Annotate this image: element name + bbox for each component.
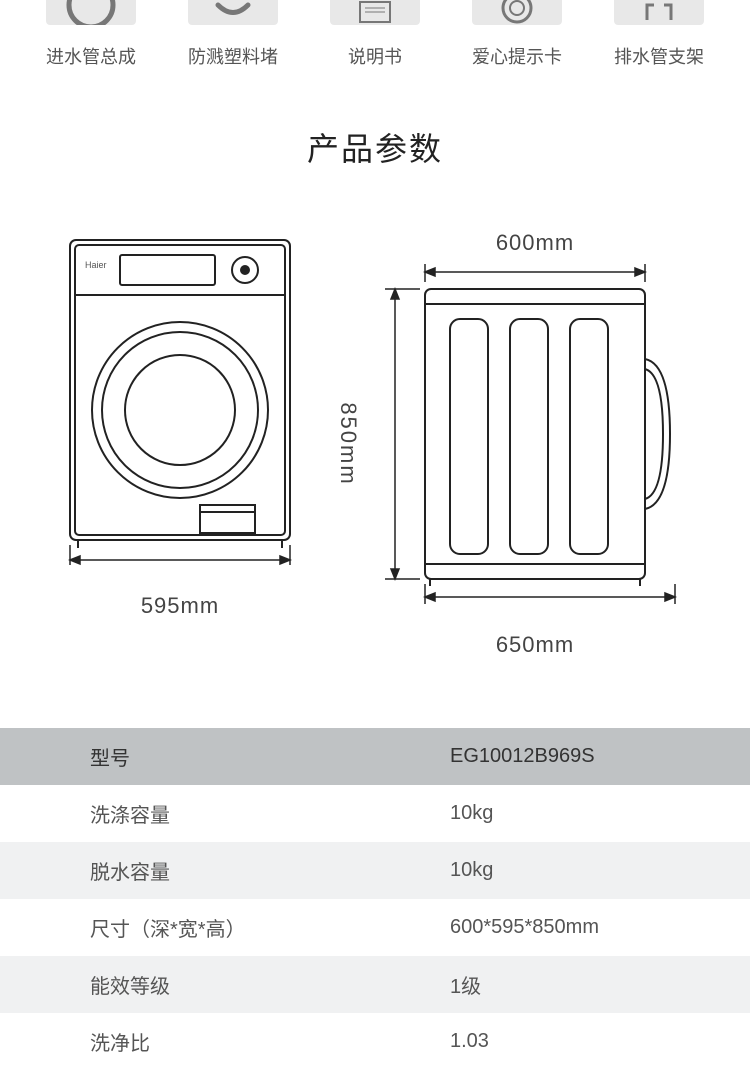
dim-front-width: 595mm — [50, 593, 310, 619]
accessory-label: 排水管支架 — [614, 43, 704, 69]
spec-value: 1级 — [360, 956, 750, 1013]
dim-depth-bottom: 650mm — [370, 632, 700, 658]
spec-row: 洗净比1.03 — [0, 1013, 750, 1070]
spec-label: 型号 — [0, 728, 360, 785]
spec-row: 脱水容量10kg — [0, 842, 750, 899]
accessory-label: 说明书 — [348, 43, 402, 69]
side-view-diagram: 850mm 600mm — [370, 230, 700, 658]
spec-value: 10kg — [360, 842, 750, 899]
spec-value: EG10012B969S — [360, 728, 750, 785]
spec-value: 10kg — [360, 785, 750, 842]
dim-height: 850mm — [335, 402, 361, 485]
accessory-icon — [46, 0, 136, 25]
spec-row: 能效等级1级 — [0, 956, 750, 1013]
accessories-row: 进水管总成 防溅塑料堵 说明书 爱心提示卡 排水管支架 — [0, 0, 750, 99]
spec-value: 1.03 — [360, 1013, 750, 1070]
spec-value: 600*595*850mm — [360, 899, 750, 956]
spec-row: 型号EG10012B969S — [0, 728, 750, 785]
spec-table: 型号EG10012B969S洗涤容量10kg脱水容量10kg尺寸（深*宽*高）6… — [0, 728, 750, 1070]
accessory-label: 进水管总成 — [46, 43, 136, 69]
accessory-icon — [188, 0, 278, 25]
accessory-icon — [330, 0, 420, 25]
accessory-label: 爱心提示卡 — [472, 43, 562, 69]
accessory-item: 排水管支架 — [599, 0, 719, 69]
accessory-item: 进水管总成 — [31, 0, 151, 69]
spec-label: 尺寸（深*宽*高） — [0, 899, 360, 956]
spec-label: 洗净比 — [0, 1013, 360, 1070]
spec-row: 尺寸（深*宽*高）600*595*850mm — [0, 899, 750, 956]
spec-label: 脱水容量 — [0, 842, 360, 899]
accessory-item: 说明书 — [315, 0, 435, 69]
front-view-diagram: Haier 595mm — [50, 230, 310, 658]
diagram-row: Haier 595mm 85 — [0, 230, 750, 688]
accessory-icon — [614, 0, 704, 25]
accessory-item: 防溅塑料堵 — [173, 0, 293, 69]
accessory-item: 爱心提示卡 — [457, 0, 577, 69]
brand-label: Haier — [85, 260, 107, 270]
spec-row: 洗涤容量10kg — [0, 785, 750, 842]
dim-depth-top: 600mm — [370, 230, 700, 256]
accessory-icon — [472, 0, 562, 25]
spec-label: 能效等级 — [0, 956, 360, 1013]
accessory-label: 防溅塑料堵 — [188, 43, 278, 69]
spec-label: 洗涤容量 — [0, 785, 360, 842]
section-title: 产品参数 — [0, 124, 750, 170]
